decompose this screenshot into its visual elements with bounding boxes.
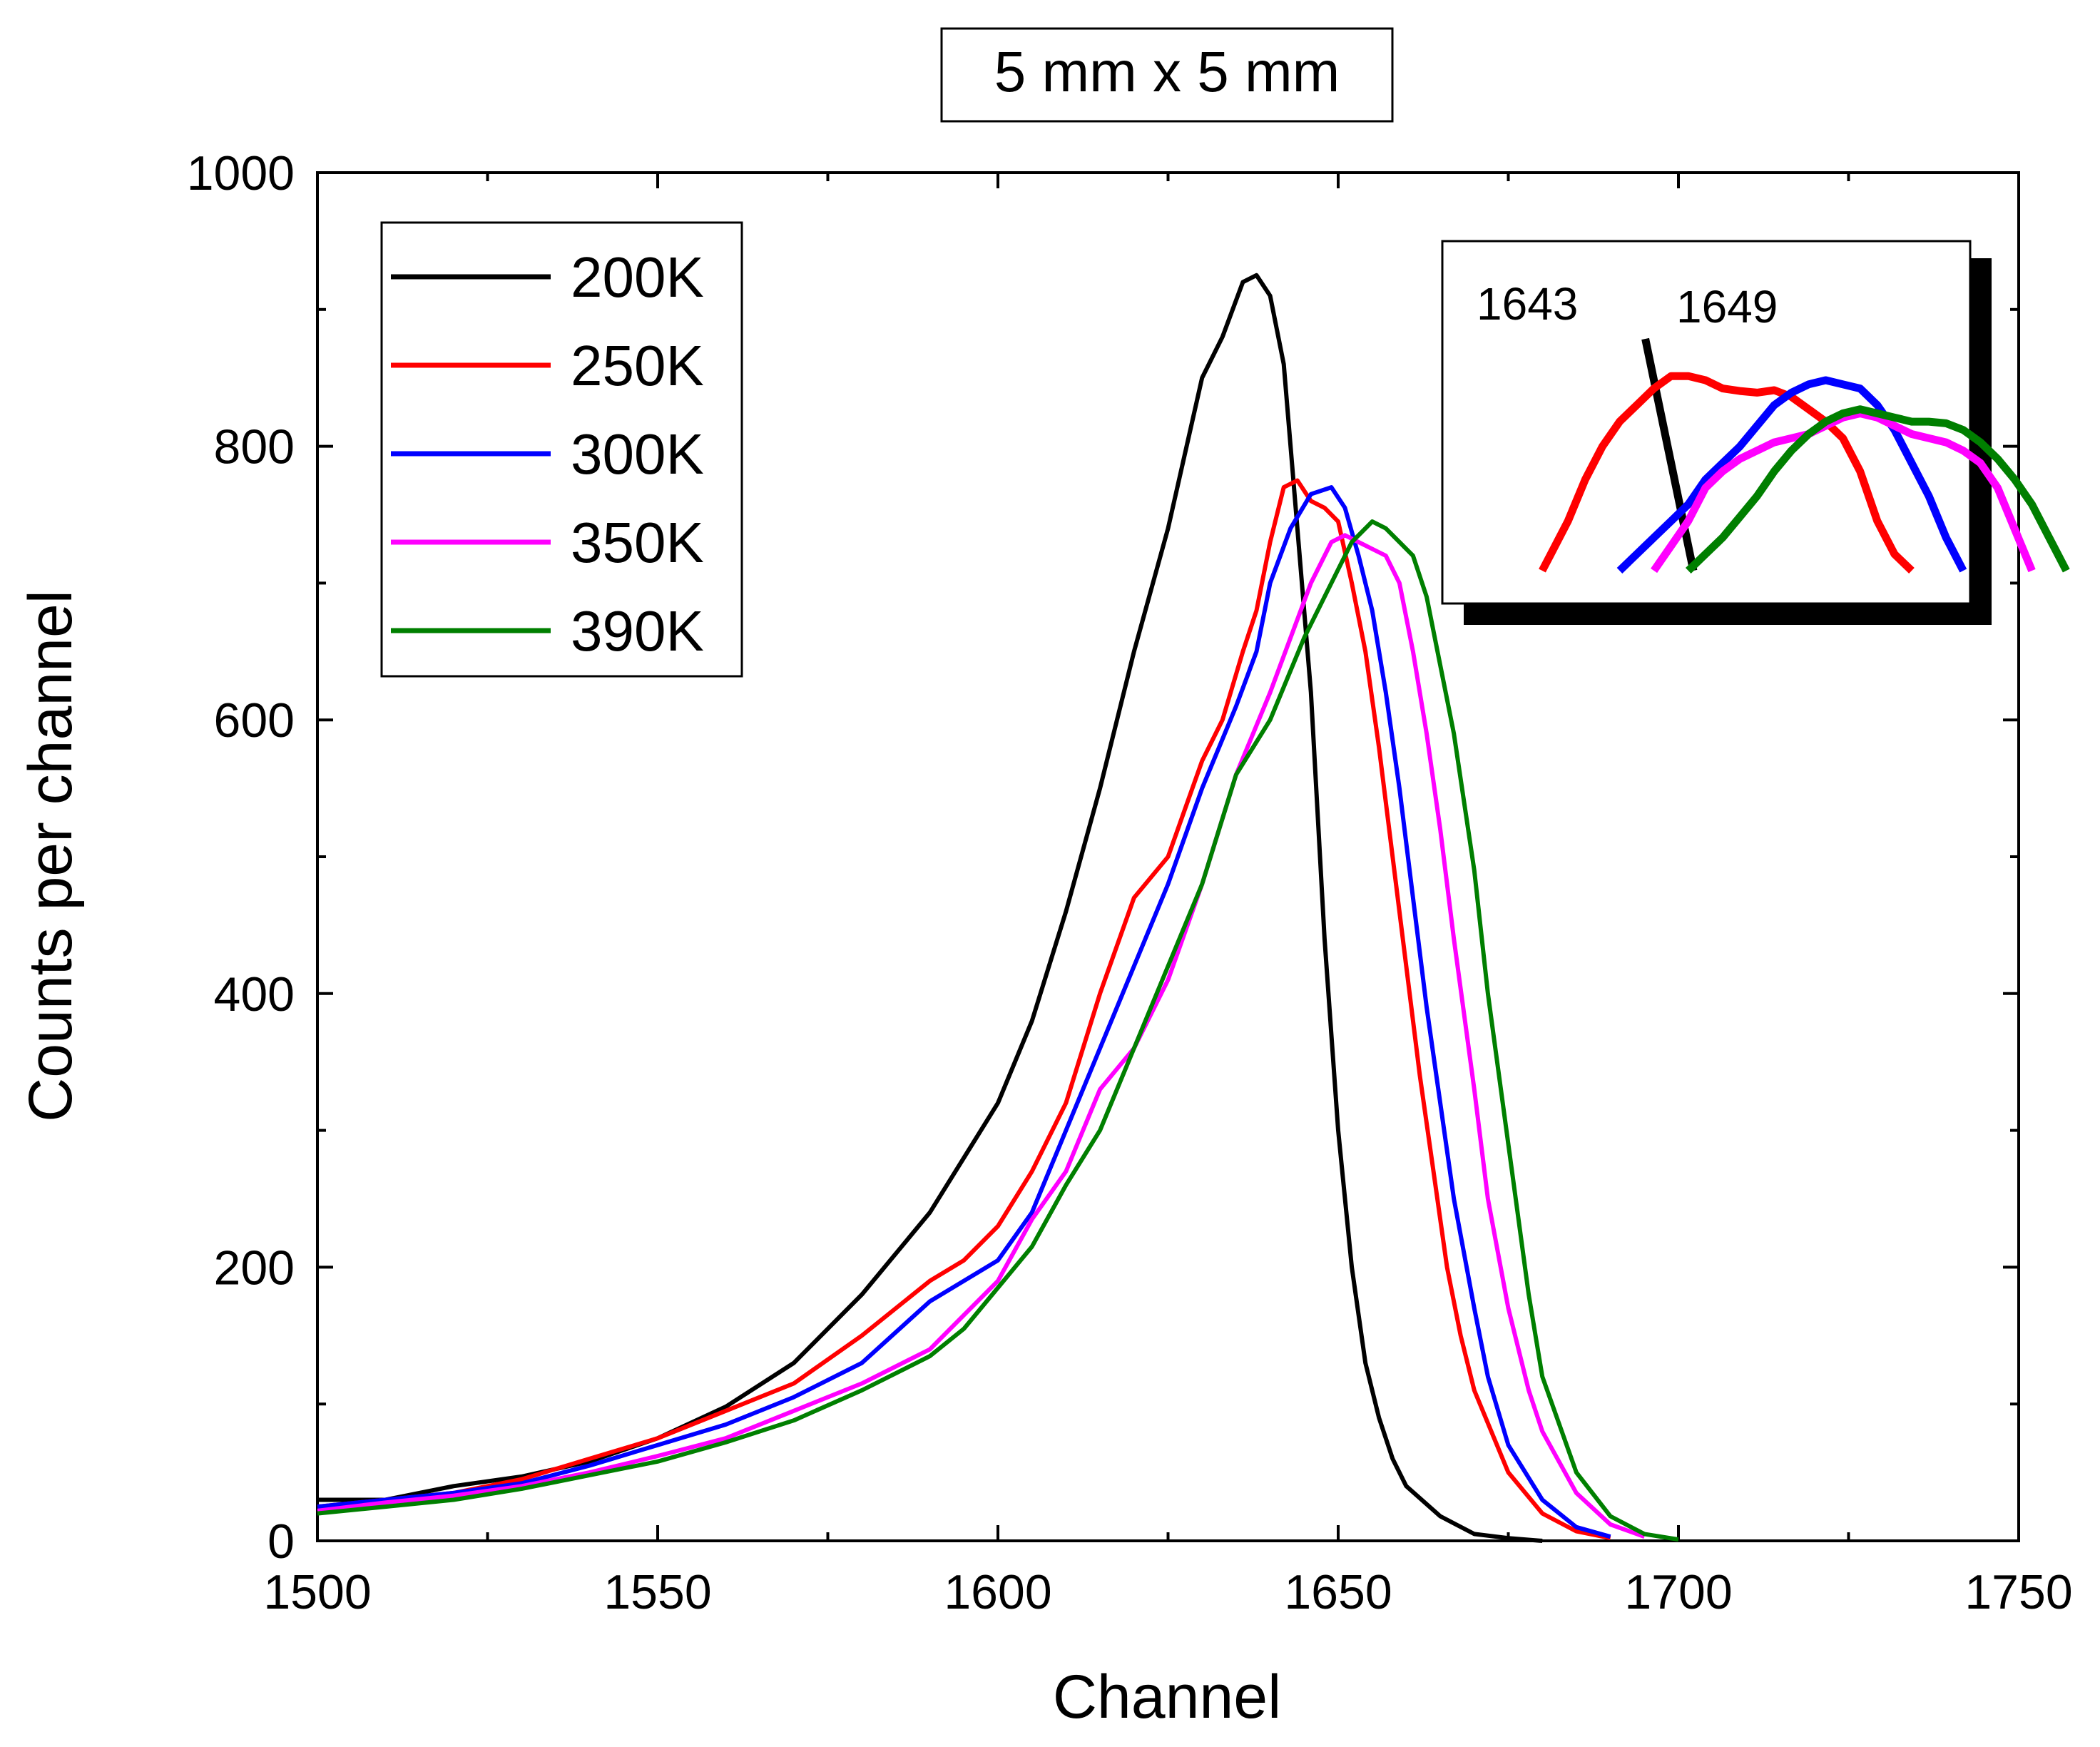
inset-annotation-1643: 1643 (1477, 278, 1578, 330)
legend-label-300K: 300K (571, 422, 704, 486)
x-tick-labels: 1500 1550 1600 1650 1700 1750 (263, 1565, 2072, 1619)
title-box (940, 27, 1394, 123)
legend: 200K 250K 300K 350K 390K (380, 221, 743, 678)
inset-line-300K (1616, 376, 1967, 574)
y-tick-label: 1000 (187, 146, 295, 200)
x-tick-label: 1700 (1624, 1565, 1732, 1619)
y-axis-label: Counts per channel (16, 590, 85, 1122)
inset-annotation-1649: 1649 (1676, 281, 1778, 332)
y-tick-label: 400 (214, 967, 295, 1022)
x-tick-label: 1600 (944, 1565, 1051, 1619)
series-line-250K (317, 478, 1611, 1541)
legend-label-250K: 250K (571, 334, 704, 397)
chart-title: 5 mm x 5 mm (994, 40, 1340, 103)
x-tick-label: 1500 (263, 1565, 371, 1619)
series-line-200K (317, 273, 1543, 1543)
inset: 1643 1649 (1441, 240, 2070, 625)
legend-label-350K: 350K (571, 511, 704, 574)
y-tick-label: 0 (267, 1514, 295, 1569)
y-tick-label: 600 (214, 693, 295, 748)
x-axis-label: Channel (1053, 1663, 1281, 1731)
legend-label-200K: 200K (571, 245, 704, 309)
legend-label-390K: 390K (571, 599, 704, 663)
y-tick-label: 200 (214, 1241, 295, 1295)
inset-line-390K (1685, 405, 2070, 574)
series-line-300K (317, 485, 1611, 1539)
legend-box (380, 221, 743, 678)
x-tick-label: 1650 (1284, 1565, 1392, 1619)
series-lines (317, 273, 1679, 1543)
inset-line-250K (1539, 372, 1915, 574)
y-tick-label: 800 (214, 420, 295, 474)
series-line-390K (317, 519, 1679, 1542)
x-tick-label: 1550 (603, 1565, 711, 1619)
x-tick-label: 1750 (1964, 1565, 2072, 1619)
y-tick-labels: 0 200 400 600 800 1000 (187, 146, 295, 1569)
series-line-350K (317, 533, 1646, 1539)
